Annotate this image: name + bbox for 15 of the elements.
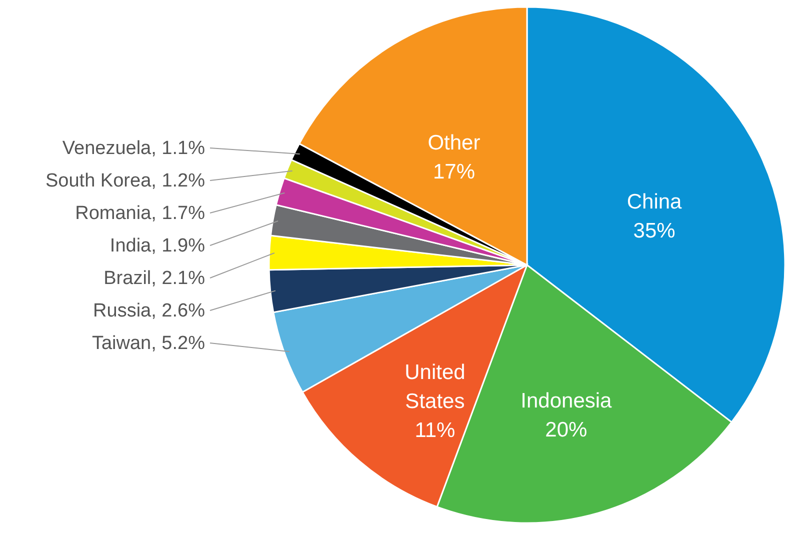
data-label: 20%	[545, 418, 588, 442]
data-label: 17%	[432, 160, 475, 184]
slice-label: Indonesia	[520, 389, 612, 412]
slice-label: Romania, 1.7%	[75, 203, 206, 224]
slice-label: United States	[404, 360, 466, 413]
slice-label: China	[626, 190, 682, 214]
slice-label: India, 1.9%	[110, 236, 206, 256]
slice-label: Russia, 2.6%	[93, 300, 206, 322]
slice-label: Venezuela, 1.1%	[62, 138, 206, 159]
data-label: 35%	[633, 219, 676, 242]
slice-label: South Korea, 1.2%	[46, 170, 206, 192]
data-label: 11%	[414, 418, 456, 442]
slice-label: Taiwan, 5.2%	[92, 333, 206, 354]
slice-label: Brazil, 2.1%	[104, 268, 206, 289]
slice-label: Other	[428, 131, 480, 154]
